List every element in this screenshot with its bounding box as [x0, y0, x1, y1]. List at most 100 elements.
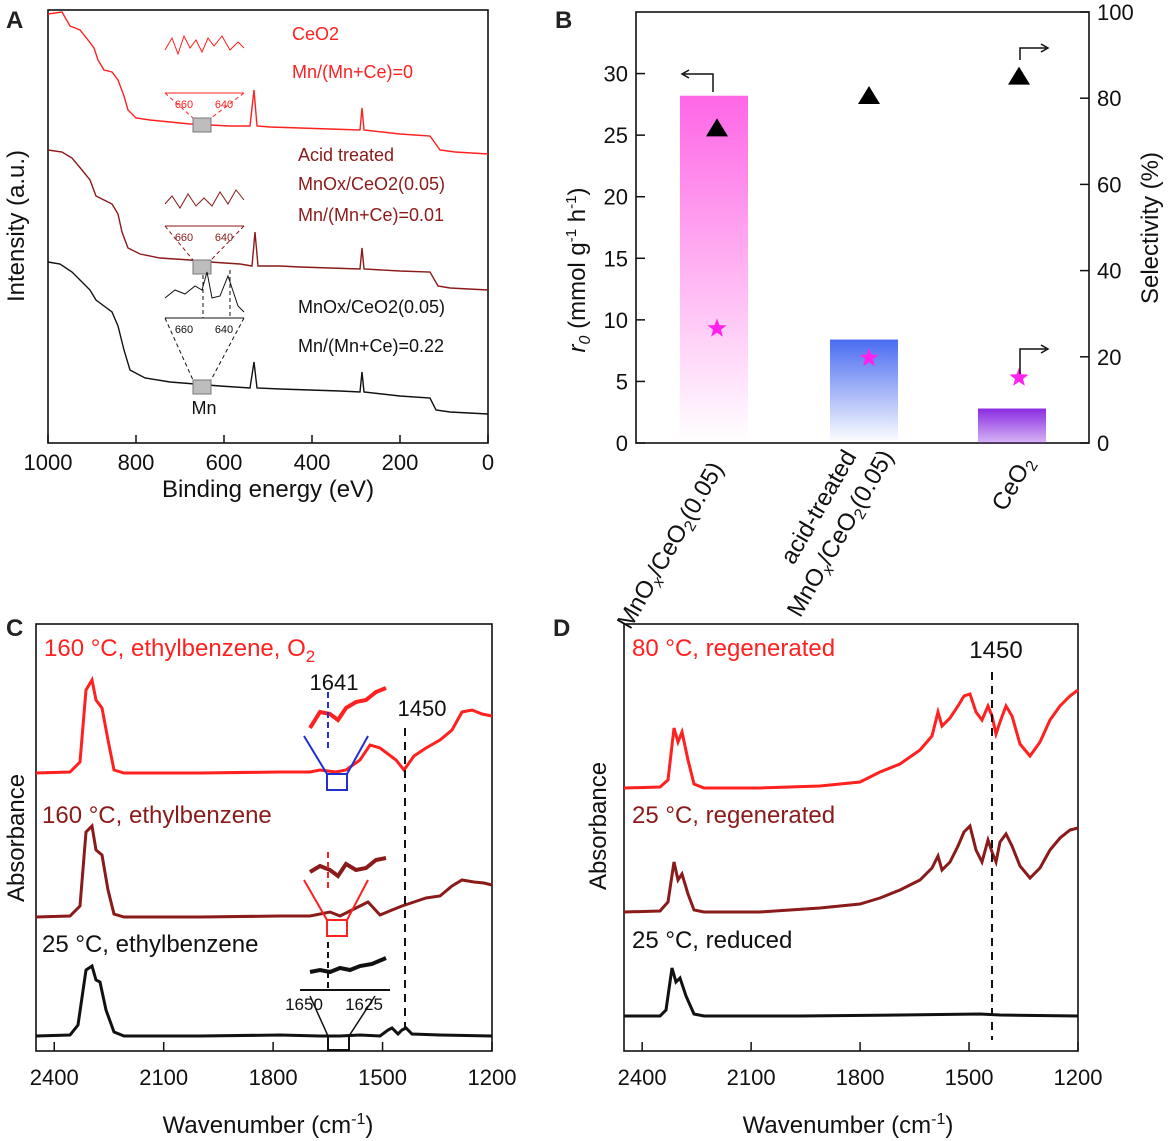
panel-a-plot-frame	[47, 9, 489, 444]
panel-a-x-tick-label: 0	[482, 450, 494, 475]
panel-b-right-tick-label: 100	[1097, 0, 1134, 25]
panel-c-inset-top: 1641	[303, 670, 387, 791]
panel-a-x-tick-label: 200	[382, 450, 419, 475]
panel-a-inset-3-tick-left: 660	[175, 324, 193, 336]
panel-a-letter: A	[6, 7, 23, 34]
panel-c-1450-label: 1450	[398, 696, 447, 721]
panel-a-inset-2-tick-right: 640	[215, 232, 233, 244]
panel-a: A 1000 800 600 400 200 0 Binding energy (eV) …	[3, 7, 494, 503]
panel-c-25c-spectrum	[35, 963, 493, 1038]
panel-a-x-axis-label: Binding energy (eV)	[162, 476, 374, 503]
panel-b-right-tick-label: 60	[1097, 172, 1121, 197]
panel-d-series-label-1: 80 °C, regenerated	[632, 635, 835, 662]
panel-d-x-tick-label: 2400	[618, 1065, 667, 1090]
panel-c-letter: C	[6, 615, 23, 642]
panel-b-left-tick-label: 10	[604, 308, 628, 333]
panel-d-25c-regen-spectrum	[623, 823, 1079, 914]
panel-b-rate-marker	[707, 318, 727, 337]
panel-b-right-axis-arrow-1	[1019, 47, 1046, 60]
panel-c-x-tick-label: 2400	[30, 1065, 79, 1090]
panel-c-series-label-1: 160 °C, ethylbenzene, O2	[44, 635, 315, 666]
panel-b-left-tick-label: 20	[604, 185, 628, 210]
panel-d-x-tick-label: 1200	[1054, 1065, 1103, 1090]
panel-b-left-axis-label: r0 (mmol g-1 h-1)	[563, 188, 594, 353]
panel-b-left-ticks: 0 5 10 15 20 25 30	[604, 62, 645, 456]
panel-b-selectivity-marker	[858, 86, 880, 105]
panel-c-inset-bottom: 1650 1625	[285, 942, 390, 1051]
panel-c-x-tick-label: 1200	[468, 1065, 517, 1090]
panel-a-label-ceo2: CeO2	[292, 24, 339, 44]
panel-b-right-axis-label: Selectivity (%)	[1137, 152, 1164, 304]
panel-a-x-tick-label: 600	[206, 450, 243, 475]
panel-b-selectivity-marker	[706, 118, 728, 137]
panel-d-x-ticks: 2400 2100 1800 1500 1200	[618, 1042, 1103, 1090]
panel-b-letter: B	[555, 7, 572, 34]
panel-c-1641-label: 1641	[310, 670, 359, 695]
panel-d-x-tick-label: 1800	[836, 1065, 885, 1090]
panel-b-markers	[706, 66, 1030, 386]
panel-b-bar	[978, 408, 1046, 443]
panel-a-acid-treated-spectrum	[47, 149, 489, 291]
panel-b-left-tick-label: 5	[616, 369, 628, 394]
panel-a-inset-2: 660 640	[164, 189, 245, 261]
panel-d: D 2400 2100 1800 1500 1200 Absorbance Wavenu…	[553, 615, 1102, 1139]
panel-d-x-axis-label: Wavenumber (cm-1)	[743, 1111, 954, 1139]
panel-d-letter: D	[553, 615, 570, 642]
panel-a-inset-3-tick-right: 640	[215, 324, 233, 336]
panel-d-80c-spectrum	[623, 688, 1079, 790]
panel-c-x-tick-label: 1800	[249, 1065, 298, 1090]
panel-b-selectivity-marker	[1008, 66, 1030, 85]
panel-a-inset-1-tick-right: 640	[215, 99, 233, 111]
panel-c-x-tick-label: 2100	[139, 1065, 188, 1090]
panel-b-left-axis-arrow	[684, 73, 714, 92]
panel-c-160c-spectrum	[35, 822, 493, 919]
panel-a-label-acid-2: MnOx/CeO2(0.05)	[298, 174, 445, 194]
panel-d-25c-reduced-spectrum	[624, 967, 1079, 1018]
panel-b-right-tick-label: 20	[1097, 345, 1121, 370]
panel-b-bars	[680, 95, 1046, 443]
panel-b-right-axis-arrow-2	[1019, 348, 1046, 374]
panel-a-y-axis-label: Intensity (a.u.)	[3, 150, 30, 302]
panel-d-series-label-3: 25 °C, reduced	[632, 927, 792, 954]
panel-c-series-label-3: 25 °C, ethylbenzene	[42, 931, 258, 958]
panel-a-label-mnox: MnOx/CeO2(0.05)	[298, 297, 445, 317]
panel-b-right-tick-label: 80	[1097, 86, 1121, 111]
panel-d-y-axis-label: Absorbance	[585, 762, 612, 890]
panel-d-series-label-2: 25 °C, regenerated	[632, 802, 835, 829]
panel-b-left-tick-label: 15	[604, 246, 628, 271]
panel-c-x-axis-label: Wavenumber (cm-1)	[163, 1111, 374, 1139]
panel-d-x-tick-label: 1500	[945, 1065, 994, 1090]
panel-a-label-mnox-ratio: Mn/(Mn+Ce)=0.22	[298, 336, 444, 356]
panel-c-y-axis-label: Absorbance	[3, 774, 30, 902]
panel-c-plot-frame	[35, 623, 493, 1052]
panel-a-inset-1: 660 640	[164, 34, 245, 119]
panel-a-zoom-marker-2	[192, 259, 212, 275]
panel-a-x-tick-label: 800	[118, 450, 155, 475]
panel-c-inset-tick-right: 1625	[345, 995, 383, 1014]
panel-c-x-ticks: 2400 2100 1800 1500 1200	[30, 1042, 517, 1090]
panel-d-x-tick-label: 2100	[727, 1065, 776, 1090]
panel-c-inset-mid	[303, 852, 387, 937]
panel-b-right-tick-label: 0	[1097, 431, 1109, 456]
panel-b: B 0 5 10 15 20 25 30 0 20 40 60 80 100	[555, 0, 1164, 635]
panel-b-left-tick-label: 0	[616, 431, 628, 456]
panel-b-left-tick-label: 30	[604, 62, 628, 87]
panel-b-right-tick-label: 40	[1097, 259, 1121, 284]
panel-c-160c-o2-spectrum	[35, 675, 493, 775]
panel-c-x-tick-label: 1500	[358, 1065, 407, 1090]
panel-b-category-1: MnOx/CeO2(0.05)	[612, 458, 732, 636]
panel-b-left-tick-label: 25	[604, 123, 628, 148]
panel-d-1450-label: 1450	[969, 637, 1022, 664]
panel-a-label-ceo2-ratio: Mn/(Mn+Ce)=0	[292, 62, 413, 82]
panel-c: C 2400 2100 1800 1500 1200 Absorbance Wavenu…	[3, 615, 516, 1139]
panel-a-x-ticks: 1000 800 600 400 200 0	[24, 435, 494, 475]
panel-a-mnox-spectrum	[47, 261, 489, 415]
panel-a-inset-2-tick-left: 660	[175, 232, 193, 244]
panel-b-right-ticks: 0 20 40 60 80 100	[1080, 0, 1134, 456]
panel-a-mn-annotation: Mn	[191, 398, 216, 418]
panel-b-category-3: CeO2	[987, 451, 1042, 517]
panel-a-x-tick-label: 400	[294, 450, 331, 475]
panel-b-bar	[680, 95, 748, 443]
panel-c-inset-tick-left: 1650	[285, 995, 323, 1014]
